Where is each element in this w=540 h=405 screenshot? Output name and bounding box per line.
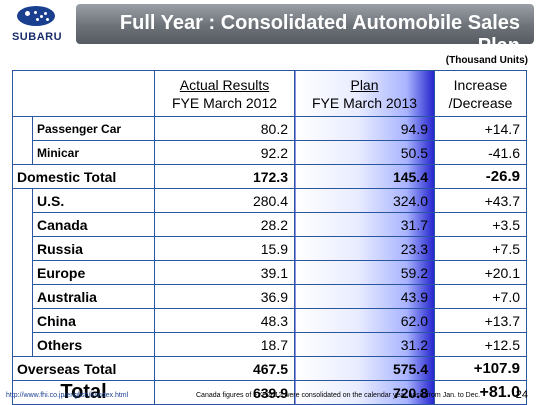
units-label: (Thousand Units) — [445, 55, 528, 66]
plan-value: 59.2 — [294, 260, 435, 285]
plan-value: 720.8 — [294, 380, 435, 405]
row-label: Passenger Car — [32, 116, 155, 141]
header-change: Increase /Decrease — [434, 70, 527, 117]
plan-value: 575.4 — [294, 356, 435, 381]
table-row: Canada 28.2 31.7 +3.5 — [13, 212, 527, 237]
header-actual-title: Actual Results — [179, 76, 270, 93]
plan-value: 145.4 — [294, 164, 435, 189]
row-label: Total — [12, 380, 155, 405]
plan-value: 50.5 — [294, 140, 435, 165]
row-label: Canada — [32, 212, 155, 237]
domestic-total-row: Domestic Total 172.3 145.4 -26.9 — [12, 164, 527, 189]
change-value: +14.7 — [434, 116, 527, 141]
header-plan-title: Plan — [350, 76, 379, 93]
change-value: -26.9 — [434, 164, 527, 189]
change-value: +43.7 — [434, 188, 527, 213]
actual-value: 15.9 — [154, 236, 295, 261]
change-value: -41.6 — [434, 140, 527, 165]
change-value: +7.5 — [434, 236, 527, 261]
change-value: +13.7 — [434, 308, 527, 333]
table-row: China 48.3 62.0 +13.7 — [13, 308, 527, 333]
change-value: +81.0 — [434, 380, 527, 405]
plan-value: 23.3 — [294, 236, 435, 261]
page-title: Full Year : Consolidated Automobile Sale… — [119, 12, 520, 57]
change-value: +20.1 — [434, 260, 527, 285]
table-row: Europe 39.1 59.2 +20.1 — [13, 260, 527, 285]
subaru-logo: SUBARU — [0, 0, 74, 50]
plan-value: 94.9 — [294, 116, 435, 141]
overseas-total-row: Overseas Total 467.5 575.4 +107.9 — [12, 356, 527, 381]
header-row: Actual Results FYE March 2012 Plan FYE M… — [12, 70, 527, 117]
plan-value: 62.0 — [294, 308, 435, 333]
sales-table: Actual Results FYE March 2012 Plan FYE M… — [12, 70, 527, 405]
plan-value: 324.0 — [294, 188, 435, 213]
header-actual: Actual Results FYE March 2012 — [154, 70, 295, 117]
row-label: Minicar — [32, 140, 155, 165]
indent-cell — [12, 188, 33, 357]
header-change-line2: /Decrease — [448, 94, 513, 111]
header-plan: Plan FYE March 2013 — [294, 70, 435, 117]
plan-value: 31.7 — [294, 212, 435, 237]
actual-value: 28.2 — [154, 212, 295, 237]
change-value: +3.5 — [434, 212, 527, 237]
table-row: Others 18.7 31.2 +12.5 — [13, 332, 527, 357]
actual-value: 467.5 — [154, 356, 295, 381]
row-label: China — [32, 308, 155, 333]
actual-value: 39.1 — [154, 260, 295, 285]
actual-value: 92.2 — [154, 140, 295, 165]
row-label: Domestic Total — [12, 164, 155, 189]
footnote: Canada figures of FYE2012 were consolida… — [196, 392, 481, 399]
header-blank — [12, 70, 155, 117]
table-row: Russia 15.9 23.3 +7.5 — [13, 236, 527, 261]
actual-value: 48.3 — [154, 308, 295, 333]
actual-value: 172.3 — [154, 164, 295, 189]
row-label: Russia — [32, 236, 155, 261]
header-plan-period: FYE March 2013 — [311, 94, 418, 111]
table-row: Minicar 92.2 50.5 -41.6 — [13, 140, 527, 165]
title-bar: Full Year : Consolidated Automobile Sale… — [76, 4, 534, 57]
change-value: +107.9 — [434, 356, 527, 381]
actual-value: 280.4 — [154, 188, 295, 213]
ir-website-link[interactable]: http://www.fhi.co.jp/english/ir/index.ht… — [6, 392, 129, 399]
page-number: 24 — [515, 389, 528, 401]
actual-value: 80.2 — [154, 116, 295, 141]
row-label: U.S. — [32, 188, 155, 213]
plan-value: 31.2 — [294, 332, 435, 357]
header-actual-period: FYE March 2012 — [171, 94, 278, 111]
actual-value: 36.9 — [154, 284, 295, 309]
actual-value: 18.7 — [154, 332, 295, 357]
total-row: Total 639.9 720.8 +81.0 — [12, 380, 527, 405]
table-row: U.S. 280.4 324.0 +43.7 — [12, 188, 527, 357]
indent-cell — [12, 116, 33, 165]
row-label: Australia — [32, 284, 155, 309]
change-value: +7.0 — [434, 284, 527, 309]
table-row: Australia 36.9 43.9 +7.0 — [13, 284, 527, 309]
row-label: Overseas Total — [12, 356, 155, 381]
change-value: +12.5 — [434, 332, 527, 357]
plan-value: 43.9 — [294, 284, 435, 309]
header-change-line1: Increase — [453, 76, 508, 93]
actual-value: 639.9 — [154, 380, 295, 405]
row-label: Europe — [32, 260, 155, 285]
logo-text: SUBARU — [11, 31, 63, 43]
row-label: Others — [32, 332, 155, 357]
table-row: Passenger Car 80.2 94.9 +14.7 — [12, 116, 527, 165]
pleiades-emblem-icon — [17, 6, 55, 26]
